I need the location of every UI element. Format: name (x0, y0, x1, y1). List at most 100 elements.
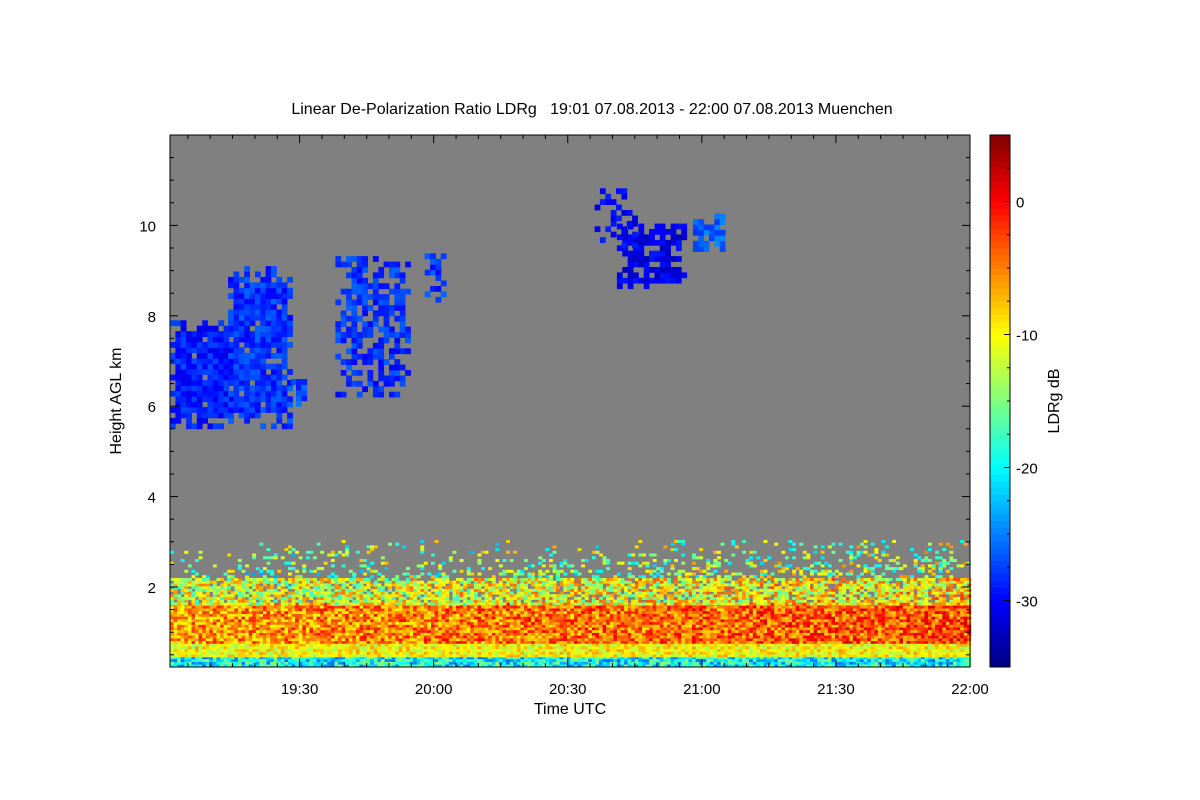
heatmap-cell (284, 661, 289, 665)
heatmap-cell (738, 664, 743, 668)
heatmap-cell (355, 627, 360, 631)
heatmap-cell (616, 654, 621, 658)
heatmap-cell (563, 640, 568, 644)
heatmap-cell (477, 664, 482, 668)
heatmap-cell (717, 648, 721, 652)
heatmap-cell (338, 619, 342, 623)
heatmap-cell (265, 325, 272, 332)
heatmap-cell (202, 331, 208, 337)
heatmap-cell (355, 646, 360, 650)
heatmap-cell (245, 654, 249, 658)
heatmap-cell (241, 654, 246, 658)
heatmap-cell (470, 646, 475, 650)
heatmap-cell (230, 627, 235, 631)
heatmap-cell (237, 605, 242, 609)
heatmap-cell (938, 643, 943, 647)
heatmap-cell (384, 651, 389, 655)
heatmap-cell (263, 648, 267, 652)
heatmap-cell (338, 651, 342, 655)
heatmap-cell (259, 643, 264, 647)
heatmap-cell (470, 619, 475, 623)
heatmap-cell (506, 656, 510, 660)
heatmap-cell (238, 331, 245, 337)
heatmap-cell (389, 272, 395, 279)
heatmap-cell (767, 651, 771, 655)
heatmap-cell (423, 627, 428, 631)
heatmap-cell (266, 616, 271, 620)
heatmap-cell (391, 656, 396, 660)
heatmap-cell (313, 629, 317, 633)
heatmap-cell (394, 348, 401, 355)
heatmap-cell (252, 648, 257, 652)
heatmap-cell (187, 608, 192, 612)
heatmap-cell (663, 605, 668, 609)
heatmap-cell (520, 646, 525, 650)
heatmap-cell (218, 390, 225, 397)
heatmap-cell (506, 602, 510, 606)
heatmap-cell (370, 656, 375, 660)
heatmap-cell (570, 646, 575, 650)
heatmap-cell (434, 664, 439, 668)
heatmap-cell (495, 656, 500, 660)
heatmap-cell (366, 646, 371, 650)
heatmap-cell (949, 656, 954, 660)
heatmap-cell (249, 314, 256, 321)
heatmap-cell (276, 390, 283, 397)
heatmap-cell (888, 651, 893, 655)
heatmap-cell (254, 380, 261, 386)
heatmap-cell (316, 608, 321, 612)
heatmap-cell (334, 632, 339, 636)
heatmap-cell (399, 294, 406, 300)
heatmap-cell (384, 621, 389, 625)
heatmap-cell (473, 635, 478, 639)
heatmap-cell (588, 635, 593, 639)
heatmap-cell (205, 635, 210, 639)
heatmap-cell (813, 664, 818, 668)
heatmap-cell (795, 654, 800, 658)
heatmap-cell (688, 661, 693, 665)
heatmap-cell (595, 613, 600, 617)
heatmap-cell (881, 661, 886, 665)
heatmap-cell (295, 605, 299, 609)
heatmap-cell (702, 646, 707, 650)
heatmap-cell (534, 664, 539, 668)
heatmap-cell (681, 272, 688, 279)
heatmap-cell (588, 646, 593, 650)
heatmap-cell (745, 658, 750, 662)
heatmap-cell (259, 605, 264, 609)
heatmap-cell (238, 358, 245, 365)
heatmap-cell (802, 646, 807, 650)
heatmap-cell (620, 658, 625, 662)
heatmap-cell (372, 342, 379, 349)
heatmap-cell (531, 658, 535, 662)
heatmap-cell (810, 658, 814, 662)
heatmap-cell (212, 363, 219, 370)
heatmap-cell (831, 651, 836, 655)
heatmap-cell (488, 654, 493, 658)
heatmap-cell (516, 638, 521, 642)
heatmap-cell (230, 613, 235, 617)
heatmap-cell (423, 658, 428, 662)
heatmap-cell (463, 664, 468, 668)
heatmap-cell (170, 352, 176, 359)
heatmap-cell (223, 619, 228, 623)
heatmap-cell (302, 616, 307, 620)
heatmap-cell (220, 629, 224, 633)
heatmap-cell (609, 651, 614, 655)
heatmap-cell (456, 605, 460, 609)
heatmap-cell (191, 627, 196, 631)
heatmap-cell (271, 282, 277, 289)
heatmap-cell (759, 651, 764, 655)
heatmap-cell (270, 616, 274, 620)
heatmap-cell (527, 656, 532, 660)
heatmap-cell (223, 407, 230, 413)
heatmap-cell (196, 390, 203, 397)
heatmap-cell (488, 640, 493, 644)
heatmap-cell (609, 664, 614, 668)
heatmap-cell (885, 658, 889, 662)
heatmap-cell (430, 258, 436, 265)
heatmap-cell (230, 646, 235, 650)
heatmap-cell (273, 611, 278, 614)
heatmap-cell (431, 643, 435, 647)
heatmap-cell (556, 643, 560, 647)
